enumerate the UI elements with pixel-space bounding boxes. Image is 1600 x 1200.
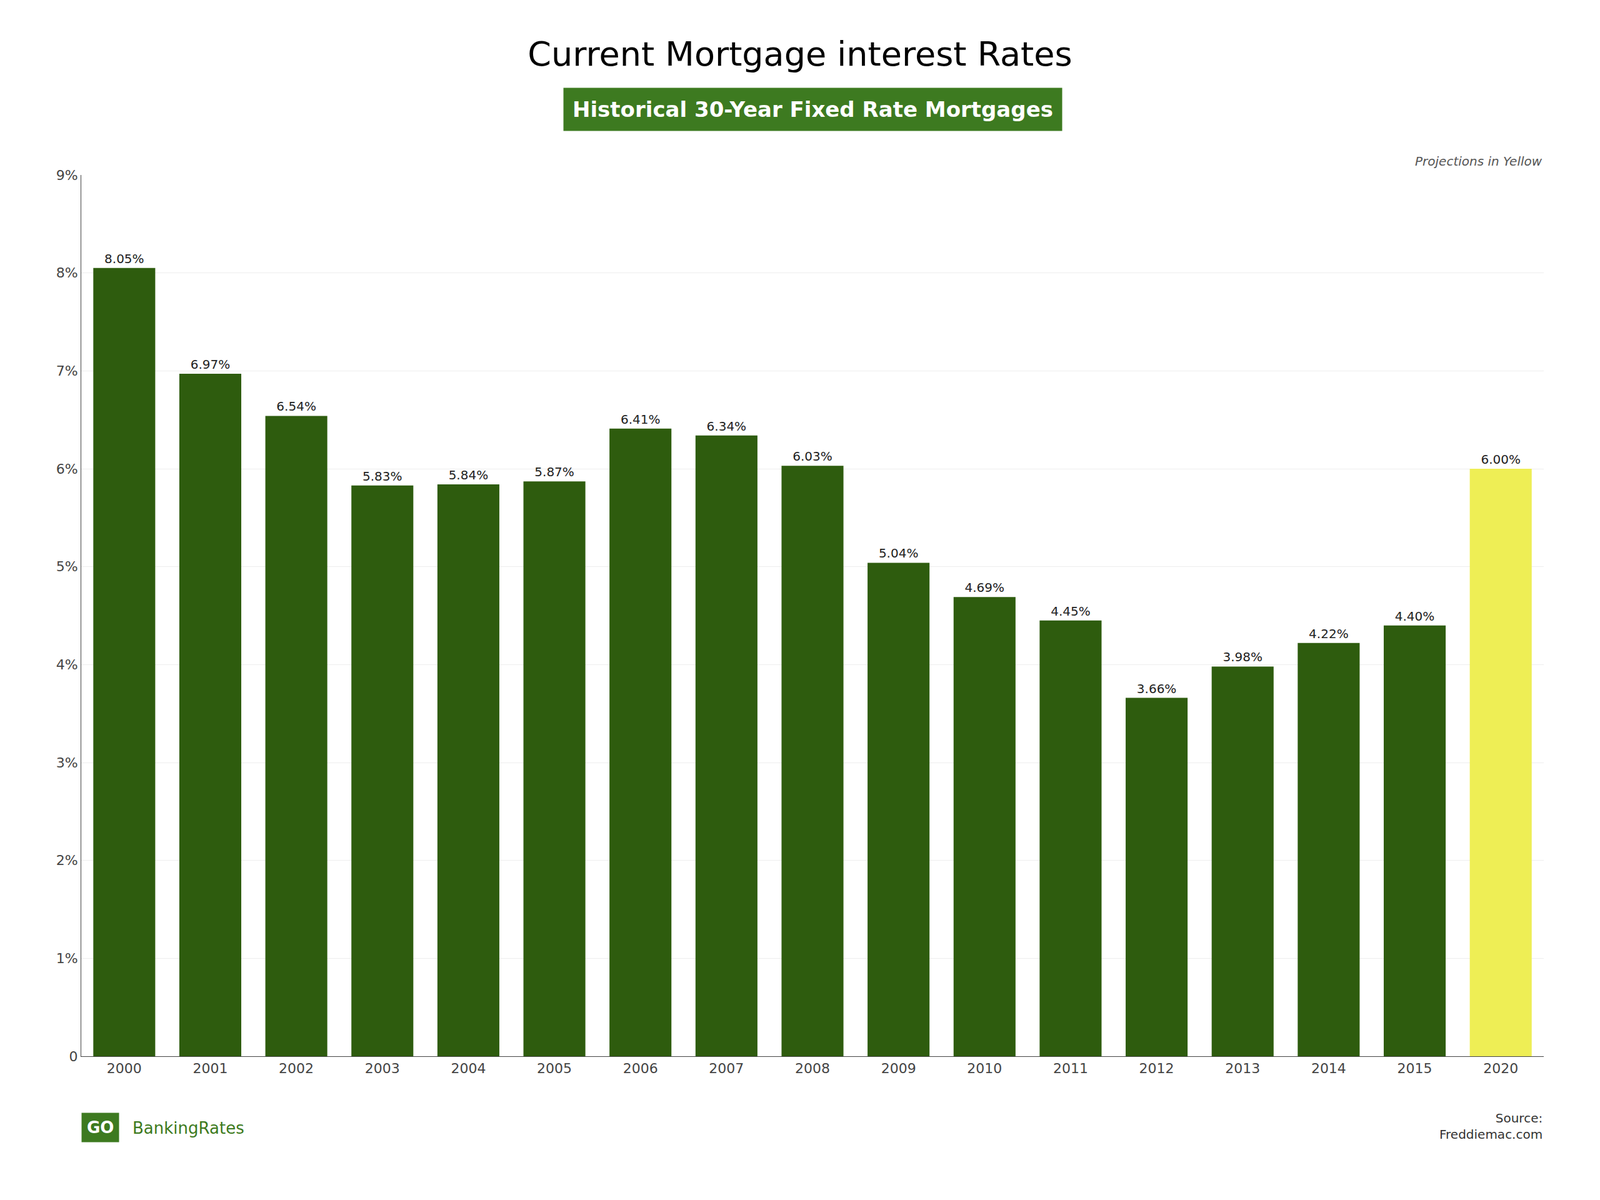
svg-text:6.54%: 6.54%	[276, 398, 317, 414]
svg-text:2000: 2000	[106, 1060, 142, 1077]
svg-text:2007: 2007	[708, 1060, 744, 1077]
svg-text:2020: 2020	[1483, 1060, 1519, 1077]
svg-text:4.40%: 4.40%	[1395, 608, 1435, 624]
svg-text:2006: 2006	[623, 1060, 659, 1077]
svg-text:BankingRates: BankingRates	[132, 1118, 245, 1138]
svg-text:5.83%: 5.83%	[362, 468, 403, 484]
svg-text:2010: 2010	[966, 1060, 1002, 1077]
svg-text:3%: 3%	[56, 755, 79, 771]
svg-text:2014: 2014	[1311, 1060, 1347, 1077]
svg-text:2008: 2008	[795, 1060, 830, 1077]
svg-text:6%: 6%	[56, 461, 79, 477]
svg-text:6.34%: 6.34%	[706, 418, 747, 434]
svg-text:3.66%: 3.66%	[1136, 681, 1177, 697]
svg-text:Historical 30-Year Fixed Rate: Historical 30-Year Fixed Rate Mortgages	[572, 96, 1054, 122]
svg-text:0: 0	[69, 1048, 79, 1065]
svg-text:2002: 2002	[278, 1060, 314, 1077]
svg-text:2001: 2001	[192, 1060, 228, 1077]
svg-text:Projections in Yellow: Projections in Yellow	[1415, 153, 1543, 169]
svg-text:6.97%: 6.97%	[190, 356, 231, 372]
svg-text:2%: 2%	[56, 852, 79, 869]
svg-text:2005: 2005	[536, 1060, 572, 1077]
svg-text:3.98%: 3.98%	[1222, 649, 1263, 665]
svg-text:2009: 2009	[881, 1060, 917, 1077]
svg-text:Source:Freddiemac.com: Source:Freddiemac.com	[1439, 1110, 1543, 1142]
svg-text:8.05%: 8.05%	[104, 251, 145, 267]
svg-text:4.69%: 4.69%	[965, 580, 1005, 595]
svg-text:4.45%: 4.45%	[1050, 603, 1091, 619]
svg-text:2015: 2015	[1397, 1060, 1433, 1077]
svg-text:2012: 2012	[1139, 1060, 1175, 1077]
svg-text:5.04%: 5.04%	[878, 545, 919, 561]
svg-text:GO: GO	[86, 1118, 114, 1137]
svg-text:2003: 2003	[365, 1060, 400, 1077]
svg-text:2004: 2004	[450, 1060, 486, 1077]
svg-text:2011: 2011	[1053, 1060, 1089, 1077]
svg-text:4.22%: 4.22%	[1308, 626, 1349, 642]
svg-text:1%: 1%	[56, 950, 79, 967]
svg-text:Current Mortgage interest Rate: Current Mortgage interest Rates	[527, 34, 1072, 74]
svg-text:2013: 2013	[1225, 1060, 1260, 1077]
svg-text:9%: 9%	[56, 167, 79, 184]
svg-text:5.87%: 5.87%	[534, 464, 575, 480]
svg-text:7%: 7%	[56, 363, 79, 379]
svg-text:6.41%: 6.41%	[620, 411, 661, 427]
svg-text:6.00%: 6.00%	[1480, 451, 1521, 467]
svg-text:5%: 5%	[56, 558, 79, 575]
svg-text:8%: 8%	[56, 265, 79, 281]
svg-text:6.03%: 6.03%	[792, 448, 833, 464]
svg-text:4%: 4%	[56, 656, 79, 673]
svg-text:5.84%: 5.84%	[448, 467, 489, 483]
